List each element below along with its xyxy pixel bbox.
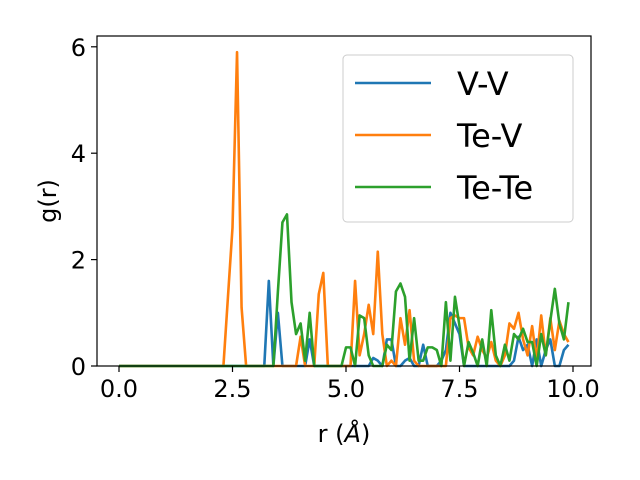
legend-item-te-te: Te-Te — [355, 169, 533, 207]
x-axis-label: r (Å) — [318, 419, 371, 448]
plot-frame — [96, 35, 592, 367]
legend-label: V-V — [457, 65, 509, 103]
x-axis-label-prefix: r ( — [318, 420, 345, 448]
y-tick-label: 0 — [71, 353, 86, 381]
y-tick-label: 2 — [71, 247, 86, 275]
x-axis-label-suffix: ) — [361, 420, 370, 448]
x-tick-label: 5.0 — [327, 375, 365, 403]
y-axis: 0 2 4 6 — [71, 34, 97, 381]
x-axis: 0.0 2.5 5.0 7.5 10.0 — [100, 366, 600, 403]
x-tick-label: 0.0 — [100, 375, 138, 403]
y-tick-label: 6 — [71, 34, 86, 62]
legend-box — [342, 54, 574, 223]
legend-label: Te-Te — [456, 169, 533, 207]
x-tick-label: 10.0 — [546, 375, 599, 403]
x-tick-label: 7.5 — [440, 375, 478, 403]
legend: V-V Te-V Te-Te — [342, 54, 574, 223]
legend-item-v-v: V-V — [355, 65, 509, 103]
legend-item-te-v: Te-V — [355, 117, 522, 155]
x-axis-label-unit: Å — [343, 419, 361, 448]
y-tick-label: 4 — [71, 140, 86, 168]
y-axis-label: g(r) — [34, 179, 62, 223]
legend-label: Te-V — [456, 117, 522, 155]
x-tick-label: 2.5 — [213, 375, 251, 403]
